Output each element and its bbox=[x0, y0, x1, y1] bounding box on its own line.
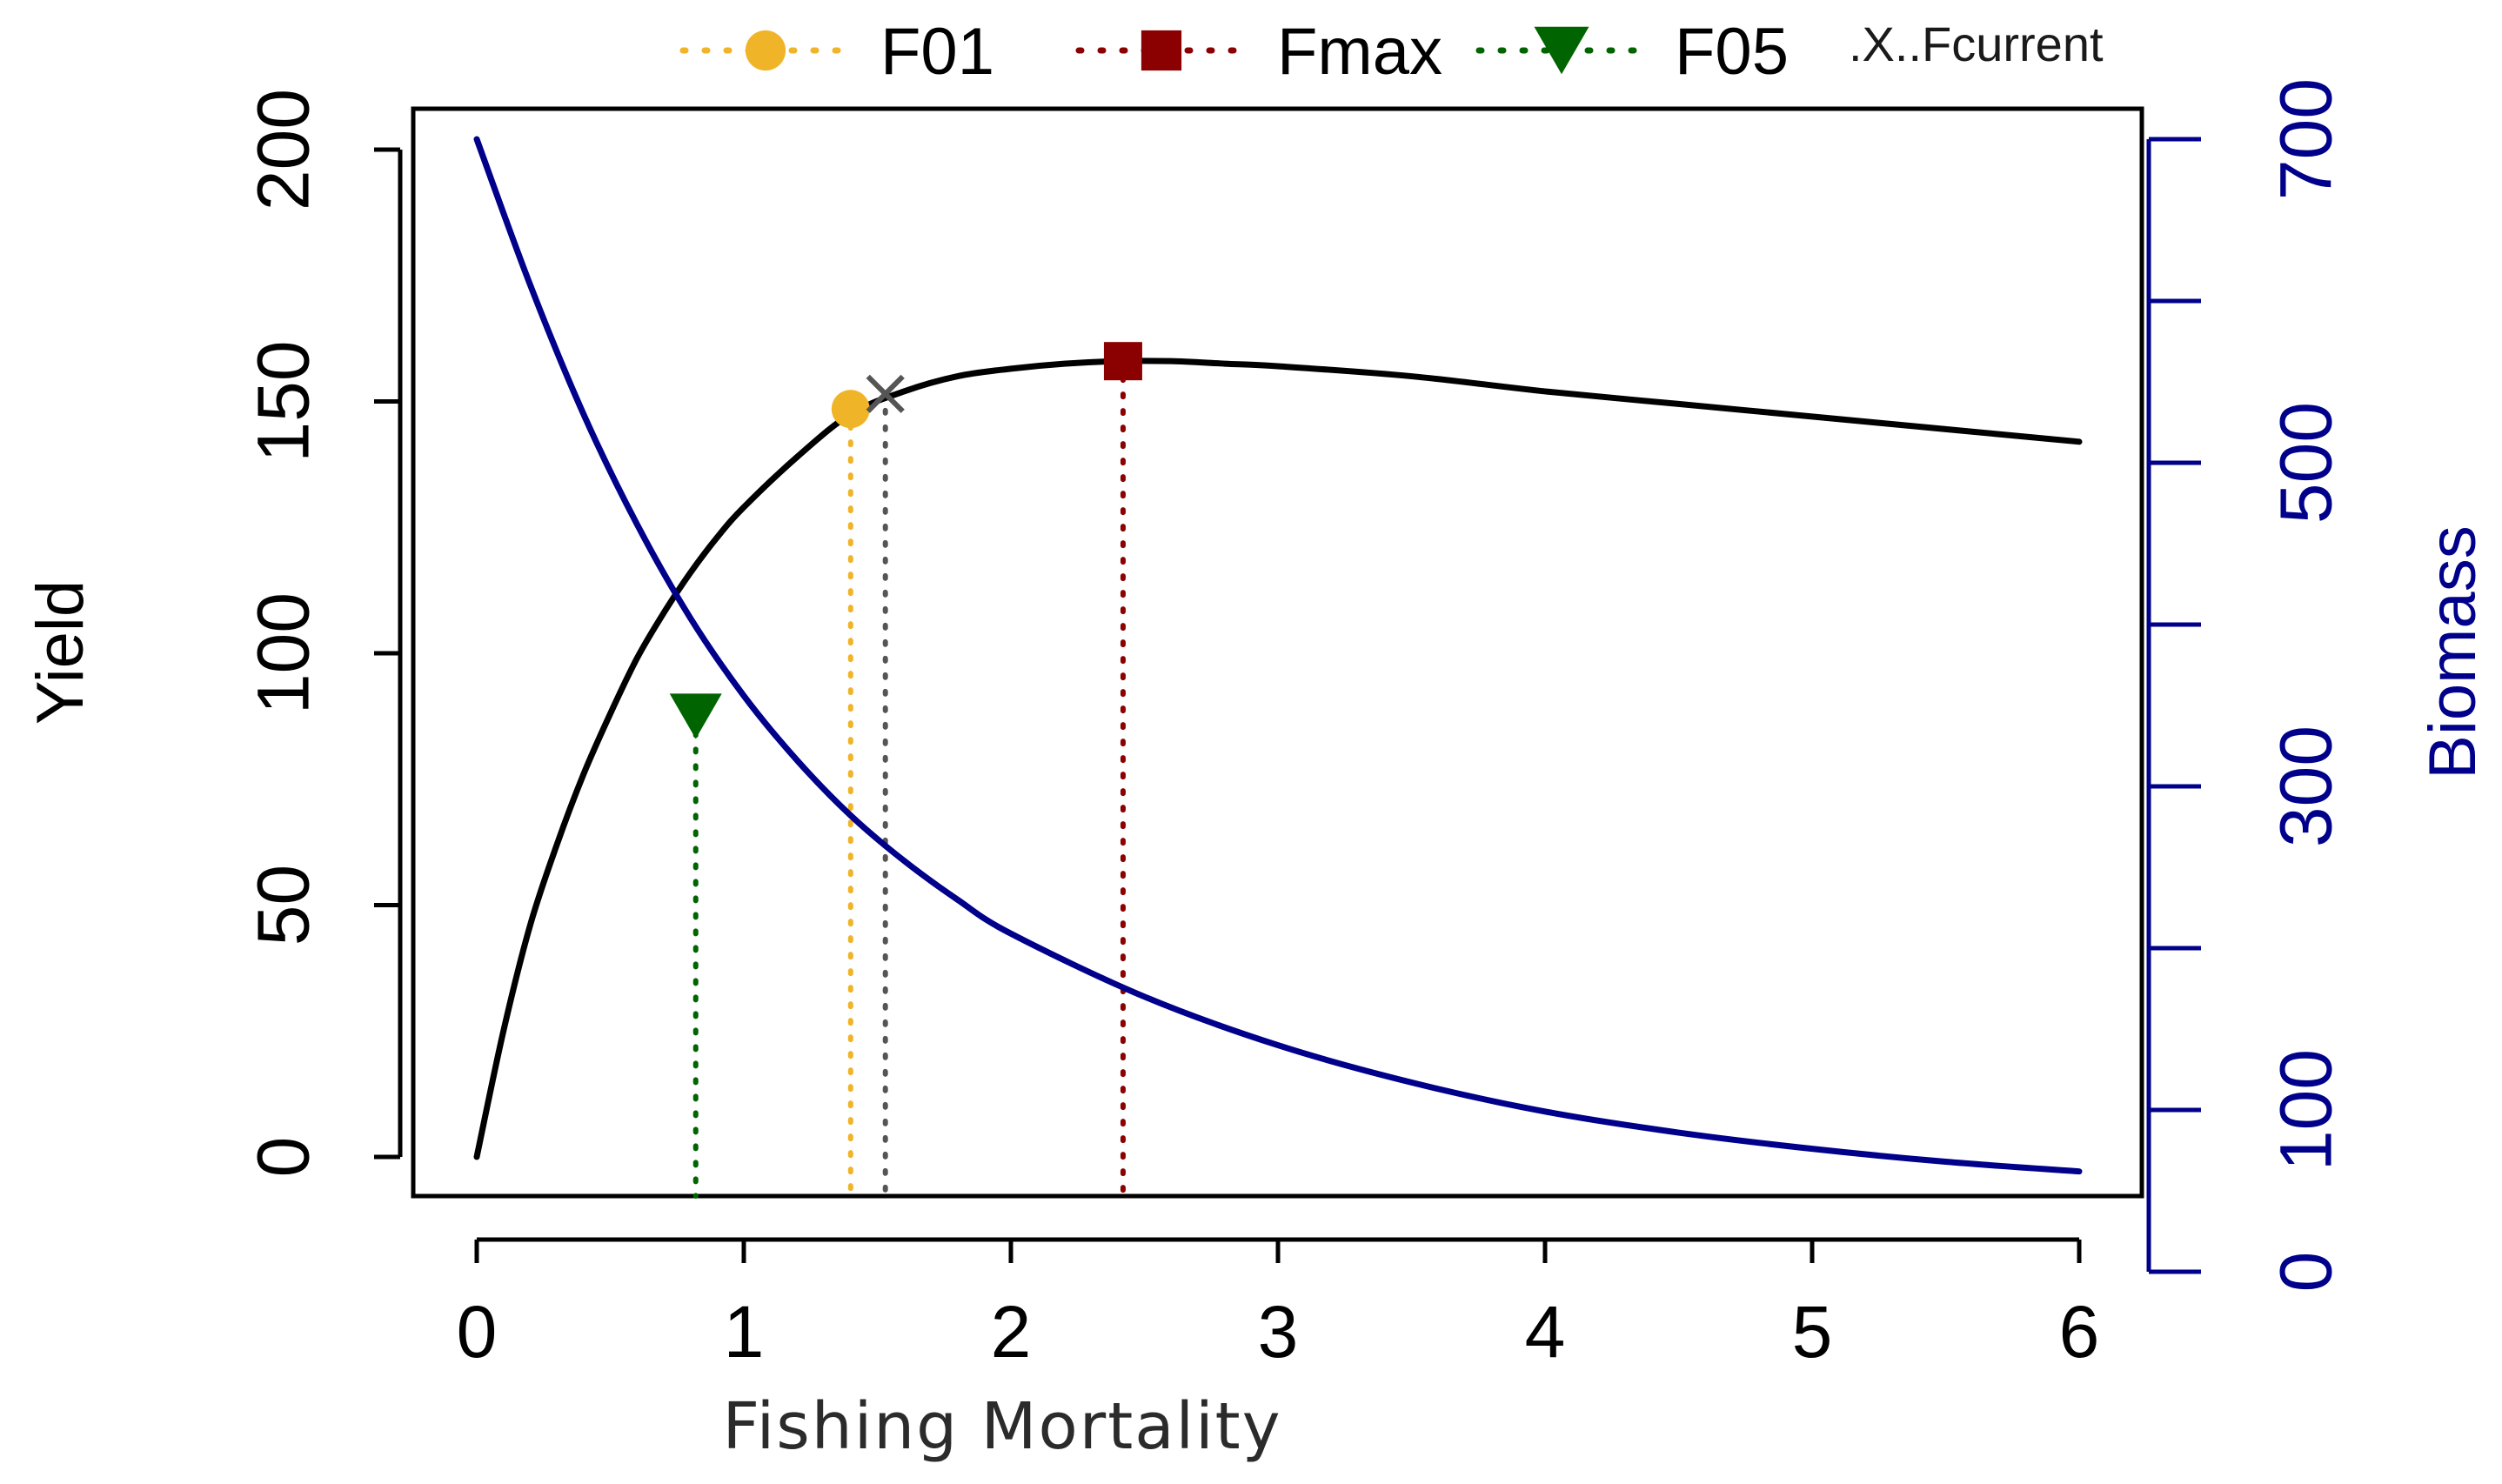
x-tick-label: 4 bbox=[1525, 1291, 1566, 1373]
y-axis-label: Yield bbox=[23, 580, 97, 725]
plot-frame bbox=[411, 106, 2144, 1199]
ref-marker-fmax bbox=[1103, 342, 1142, 381]
y-right-tick-label: 300 bbox=[2265, 725, 2346, 847]
legend: F01 Fmax F05 .X..Fcurrent bbox=[679, 15, 2104, 89]
legend-item-2-label: F05 bbox=[1675, 15, 1789, 89]
legend-item-2-marker bbox=[1534, 26, 1589, 75]
legend-item-0-label: F01 bbox=[880, 15, 994, 89]
series-line-yield bbox=[473, 358, 2083, 1160]
y-right-tick-label: 700 bbox=[2265, 78, 2346, 200]
y-tick-label: 150 bbox=[242, 340, 324, 462]
reference-lines-group bbox=[692, 358, 1126, 1199]
x-tick-label: 1 bbox=[724, 1291, 765, 1373]
series-group bbox=[473, 136, 2083, 1175]
x-tick-label: 5 bbox=[1792, 1291, 1833, 1373]
y-right-tick-label: 100 bbox=[2265, 1049, 2346, 1171]
legend-item-0-marker bbox=[745, 30, 786, 71]
y-right-ticks-group: 0 100 300 500 700 bbox=[2149, 78, 2346, 1292]
ref-marker-fcurrent bbox=[866, 374, 905, 413]
ref-marker-fcurrent-stroke-b bbox=[866, 374, 905, 413]
x-ticks-group: 0 1 2 3 4 5 6 bbox=[457, 1240, 2100, 1373]
series-line-biomass bbox=[473, 136, 2083, 1175]
x-tick-label: 6 bbox=[2059, 1291, 2100, 1373]
y-ticks-group: 0 50 100 150 200 bbox=[242, 89, 400, 1177]
y-right-tick-label: 0 bbox=[2265, 1252, 2346, 1293]
legend-item-1-marker bbox=[1141, 30, 1182, 71]
y-tick-label: 100 bbox=[242, 592, 324, 714]
x-axis-label: Fishing Mortality bbox=[723, 1389, 1282, 1464]
y-right-axis-label: Biomass bbox=[2416, 525, 2490, 779]
y-tick-label: 50 bbox=[242, 865, 324, 946]
legend-item-1-label: Fmax bbox=[1277, 15, 1442, 89]
x-tick-label: 0 bbox=[457, 1291, 498, 1373]
y-tick-label: 0 bbox=[242, 1137, 324, 1178]
x-tick-label: 2 bbox=[991, 1291, 1032, 1373]
reference-markers-group bbox=[669, 342, 1142, 739]
ref-marker-f05 bbox=[669, 693, 722, 739]
x-tick-label: 3 bbox=[1258, 1291, 1299, 1373]
y-tick-label: 200 bbox=[242, 89, 324, 211]
y-right-tick-label: 500 bbox=[2265, 402, 2346, 524]
legend-item-3-label: .X..Fcurrent bbox=[1849, 17, 2104, 71]
ref-marker-f01 bbox=[831, 390, 870, 429]
